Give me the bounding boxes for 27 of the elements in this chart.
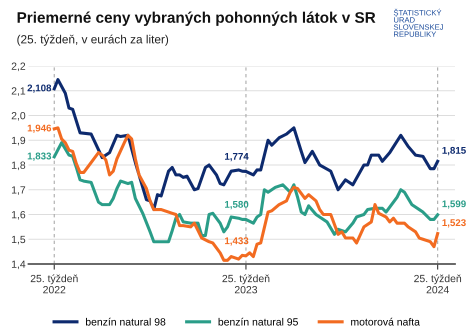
annotation: 1,774 [225, 153, 249, 162]
x-tick-label: 25. týždeň 2024 [414, 274, 462, 294]
x-tick-label: 25. týždeň 2022 [30, 274, 78, 294]
annotation: 1,433 [225, 237, 248, 246]
annotation: 1,815 [442, 146, 466, 156]
annotation: 1,580 [225, 200, 248, 210]
y-tick-label: 2,1 [12, 87, 26, 96]
legend-label: benzín natural 98 [86, 318, 166, 326]
y-tick-label: 1,9 [12, 136, 26, 146]
y-tick-label: 1,7 [12, 186, 26, 195]
legend-label: motorová nafta [351, 318, 420, 326]
legend-label: benzín natural 95 [218, 318, 298, 326]
y-tick-label: 1,6 [12, 211, 26, 220]
annotation: 2,108 [27, 84, 52, 93]
annotation: 1,523 [442, 219, 466, 228]
chart-subtitle: (25. týždeň, v eurách za liter) [17, 34, 168, 46]
annotation: 1,833 [28, 152, 52, 161]
y-tick-label: 2,2 [12, 62, 26, 72]
line-series [52, 126, 440, 262]
y-tick-label: 1,5 [12, 236, 26, 244]
y-tick-label: 1,8 [12, 162, 26, 170]
y-tick-label: 1,4 [12, 260, 26, 270]
chart-title: Priemerné ceny vybraných pohonných látok v SR [18, 12, 376, 26]
annotation: 1,946 [28, 124, 52, 133]
x-tick-label: 25. týždeň 2023 [222, 274, 270, 294]
y-tick-label: 2,0 [12, 112, 26, 121]
annotation: 1,599 [442, 200, 466, 209]
